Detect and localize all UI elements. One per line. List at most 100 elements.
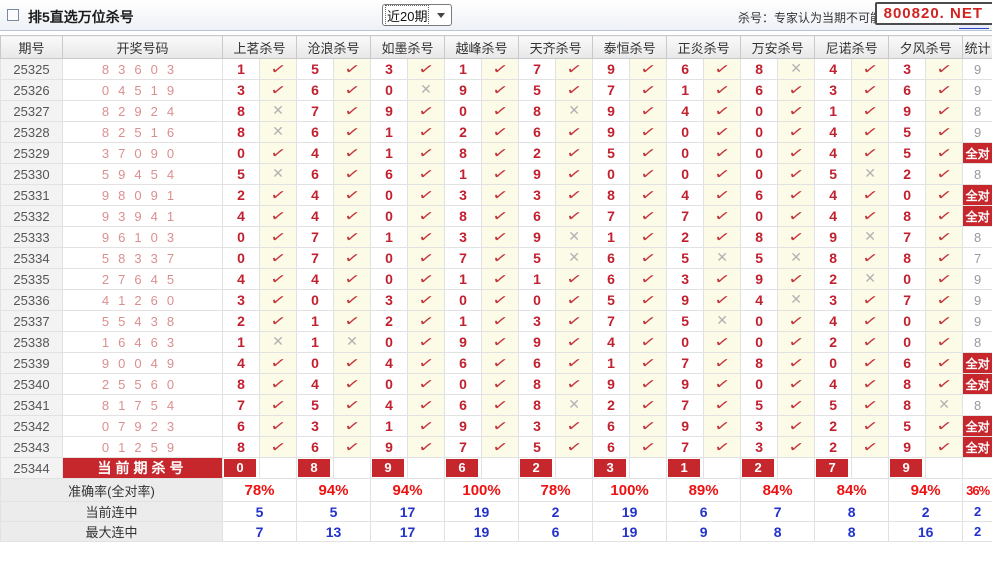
current-kill-cell: 9 <box>888 457 927 479</box>
kill-result-cell: ✓ <box>925 100 964 122</box>
issue-cell: 25326 <box>0 79 63 101</box>
check-icon: ✓ <box>342 353 361 373</box>
kill-number-cell: 6 <box>666 58 705 80</box>
check-icon: ✓ <box>713 374 731 394</box>
table-row: 25335 27645 4 ✓ 4 ✓ 0 ✓ 1 ✓ 1 ✓ 6 ✓ 3 ✓ 9 ✓ 2 ✕ 0 ✓ 9 <box>0 268 992 290</box>
kill-result-cell: ✓ <box>333 436 372 458</box>
all-correct-badge: 全对 <box>962 373 992 395</box>
title-checkbox[interactable] <box>7 9 19 21</box>
kill-result-cell: ✕ <box>777 58 816 80</box>
check-icon: ✓ <box>639 101 657 121</box>
kill-result-cell: ✓ <box>333 373 372 395</box>
kill-result-cell: ✓ <box>407 247 446 269</box>
kill-number-cell: 3 <box>888 58 927 80</box>
summary-row: 准确率(全对率) 78% 94% 94% 100% 78% 100% 89% 84% 84% 94%… <box>0 478 992 502</box>
check-icon: ✓ <box>713 332 731 352</box>
kill-number-cell: 2 <box>814 415 853 437</box>
accuracy-value: 89% <box>666 478 742 502</box>
kill-result-cell: ✓ <box>925 205 964 227</box>
partially-hidden-link[interactable] <box>959 21 989 29</box>
check-icon: ✓ <box>342 374 361 394</box>
kill-result-cell: ✓ <box>925 289 964 311</box>
kill-number-cell: 0 <box>888 268 927 290</box>
check-icon: ✓ <box>342 143 361 163</box>
check-icon: ✓ <box>787 80 806 100</box>
kill-number-cell: 3 <box>518 184 557 206</box>
kill-number-cell: 6 <box>518 121 557 143</box>
table-row: 25343 01259 8 ✓ 6 ✓ 9 ✓ 7 ✓ 5 ✓ 6 ✓ 7 ✓ 3 ✓ 2 ✓ 9 ✓ 全对 <box>0 436 992 458</box>
kill-result-cell: ✓ <box>777 184 816 206</box>
kill-number-cell: 1 <box>444 58 483 80</box>
check-icon: ✓ <box>565 164 583 184</box>
kill-number-cell: 9 <box>518 331 557 353</box>
check-icon: ✓ <box>861 101 880 121</box>
kill-number-cell: 2 <box>518 142 557 164</box>
accuracy-value: 78% <box>221 478 298 502</box>
check-icon: ✓ <box>417 311 435 331</box>
x-icon: ✕ <box>864 228 876 244</box>
check-icon: ✓ <box>491 290 509 310</box>
check-icon: ✓ <box>417 395 435 415</box>
check-icon: ✓ <box>935 311 954 331</box>
check-icon: ✓ <box>565 80 583 100</box>
kill-result-cell: ✓ <box>407 121 446 143</box>
check-icon: ✓ <box>565 437 583 457</box>
kill-number-cell: 4 <box>370 352 409 374</box>
kill-result-cell: ✓ <box>629 205 668 227</box>
x-icon: ✕ <box>568 228 580 244</box>
streak-value: 19 <box>444 521 520 542</box>
draw-numbers-cell: 81754 <box>62 394 223 416</box>
kill-number-cell: 1 <box>370 226 409 248</box>
kill-result-cell: ✕ <box>555 394 594 416</box>
kill-result-cell: ✓ <box>925 268 964 290</box>
kill-number-cell: 1 <box>444 310 483 332</box>
check-icon: ✓ <box>268 80 287 100</box>
current-kill-cell: 2 <box>518 457 557 479</box>
watermark-badge: 800820. NET <box>874 2 992 25</box>
accuracy-value: 84% <box>740 478 816 502</box>
check-icon: ✓ <box>491 269 509 289</box>
kill-number-cell: 0 <box>740 205 779 227</box>
kill-number-cell: 2 <box>814 268 853 290</box>
kill-result-cell: ✓ <box>629 415 668 437</box>
check-icon: ✓ <box>935 206 954 226</box>
check-icon: ✓ <box>639 311 657 331</box>
x-icon: ✕ <box>864 270 876 286</box>
table-row: 25337 55438 2 ✓ 1 ✓ 2 ✓ 1 ✓ 3 ✓ 7 ✓ 5 ✕ 0 ✓ 4 ✓ 0 ✓ 9 <box>0 310 992 332</box>
kill-result-cell: ✓ <box>407 100 446 122</box>
empty-cell <box>777 457 816 479</box>
summary-stat-value: 2 <box>962 501 992 522</box>
kill-number-cell: 7 <box>666 352 705 374</box>
kill-result-cell: ✓ <box>481 394 520 416</box>
accuracy-value: 94% <box>370 478 446 502</box>
streak-value: 16 <box>888 521 964 542</box>
kill-number-cell: 8 <box>592 184 631 206</box>
kill-number-cell: 8 <box>518 100 557 122</box>
check-icon: ✓ <box>417 437 435 457</box>
streak-value: 19 <box>592 501 668 522</box>
streak-value: 19 <box>592 521 668 542</box>
streak-value: 17 <box>370 521 446 542</box>
check-icon: ✓ <box>639 269 657 289</box>
kill-number-cell: 0 <box>370 268 409 290</box>
kill-result-cell: ✓ <box>777 226 816 248</box>
kill-result-cell: ✓ <box>555 415 594 437</box>
kill-result-cell: ✓ <box>407 184 446 206</box>
check-icon: ✓ <box>268 353 287 373</box>
kill-number-cell: 9 <box>666 289 705 311</box>
check-icon: ✓ <box>935 80 954 100</box>
x-icon: ✕ <box>346 333 358 349</box>
kill-number-cell: 0 <box>740 331 779 353</box>
kill-result-cell: ✓ <box>629 142 668 164</box>
kill-number-cell: 3 <box>518 310 557 332</box>
table-row: 25330 59454 5 ✕ 6 ✓ 6 ✓ 1 ✓ 9 ✓ 0 ✓ 0 ✓ 0 ✓ 5 ✕ 2 ✓ 8 <box>0 163 992 185</box>
range-select[interactable]: 近20期 <box>382 4 453 26</box>
kill-result-cell: ✓ <box>703 205 742 227</box>
kill-result-cell: ✓ <box>629 331 668 353</box>
kill-number-cell: 4 <box>592 331 631 353</box>
check-icon: ✓ <box>787 269 806 289</box>
kill-number-cell: 5 <box>518 436 557 458</box>
kill-result-cell: ✓ <box>703 226 742 248</box>
kill-number-cell: 6 <box>370 163 409 185</box>
